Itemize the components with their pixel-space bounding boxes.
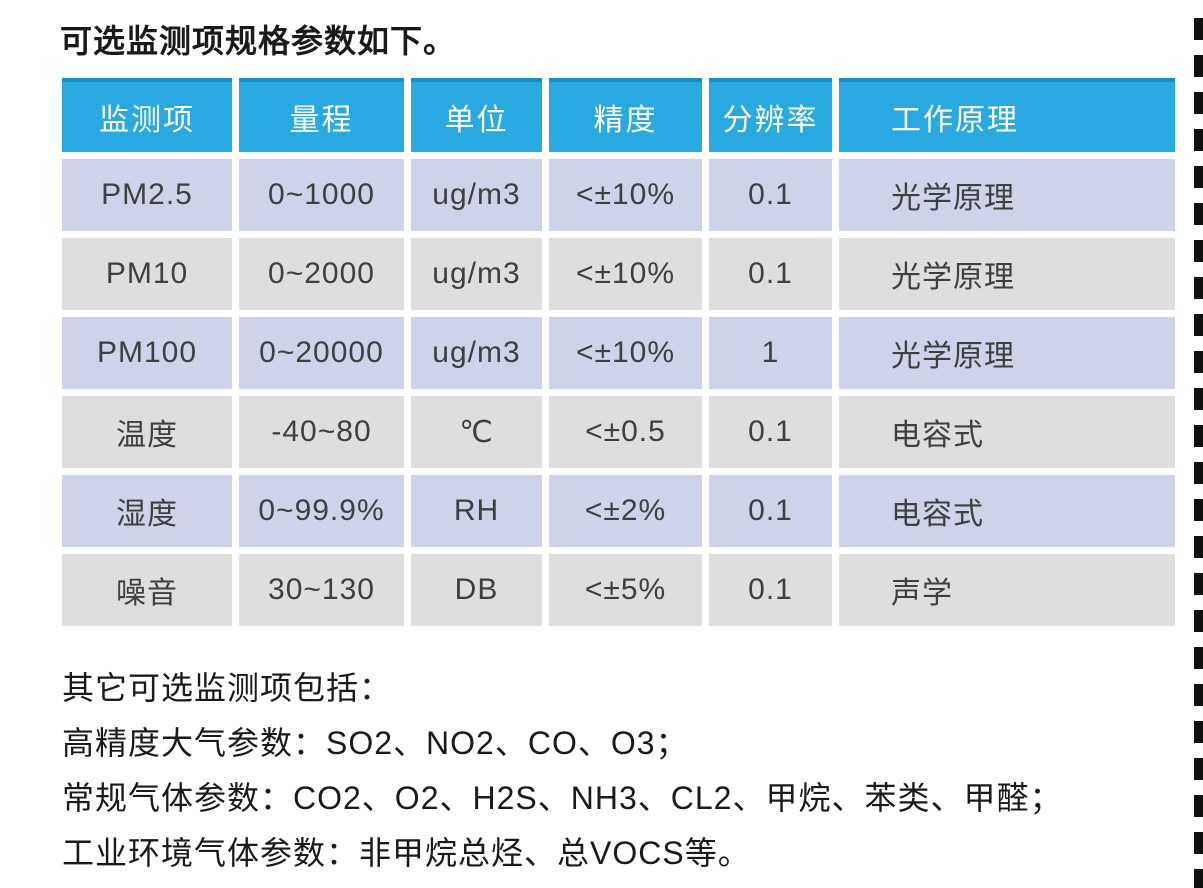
table-cell: 0~1000 [239,159,404,231]
page-title: 可选监测项规格参数如下。 [60,23,457,59]
table-row: PM10 0~2000 ug/m3 <±10% 0.1 光学原理 [62,238,1175,310]
notes-line: 高精度大气参数：SO2、NO2、CO、O3； [62,725,689,761]
table-cell: 0.1 [709,475,832,547]
table-cell: 0~20000 [239,317,404,389]
table-cell: 光学原理 [839,159,1175,231]
notes-section: 其它可选监测项包括： 高精度大气参数：SO2、NO2、CO、O3； 常规气体参数：… [62,661,1203,881]
table-cell: 声学 [839,554,1175,626]
table-cell: <±2% [549,475,702,547]
table-cell: 30~130 [239,554,404,626]
notes-lines: 高精度大气参数：SO2、NO2、CO、O3； 常规气体参数：CO2、O2、H2S、… [62,716,1203,881]
table-row: 噪音 30~130 DB <±5% 0.1 声学 [62,554,1175,626]
table-cell: PM10 [62,238,232,310]
table-cell: <±10% [549,317,702,389]
column-header: 精度 [549,78,702,152]
table-cell: <±10% [549,159,702,231]
spec-table-body: PM2.5 0~1000 ug/m3 <±10% 0.1 光学原理 PM10 0~2000 ug… [62,159,1175,626]
table-cell: ug/m3 [411,317,542,389]
table-cell: DB [411,554,542,626]
table-cell: 光学原理 [839,317,1175,389]
column-header: 工作原理 [839,78,1175,152]
notes-line: 常规气体参数：CO2、O2、H2S、NH3、CL2、甲烷、苯类、甲醛； [62,780,1063,816]
table-cell: <±5% [549,554,702,626]
table-cell: <±10% [549,238,702,310]
table-cell: <±0.5 [549,396,702,468]
table-cell: 电容式 [839,396,1175,468]
table-cell: 光学原理 [839,238,1175,310]
table-cell: -40~80 [239,396,404,468]
column-header: 单位 [411,78,542,152]
table-cell: 0~2000 [239,238,404,310]
table-cell: 温度 [62,396,232,468]
table-cell: RH [411,475,542,547]
table-cell: 0.1 [709,396,832,468]
table-cell: 0.1 [709,238,832,310]
table-cell: ℃ [411,396,542,468]
notes-line: 工业环境气体参数：非甲烷总烃、总VOCS等。 [62,835,751,871]
table-cell: 0~99.9% [239,475,404,547]
table-cell: ug/m3 [411,159,542,231]
notes-intro: 其它可选监测项包括： [62,670,393,706]
table-row: PM100 0~20000 ug/m3 <±10% 1 光学原理 [62,317,1175,389]
table-header-row: 监测项 量程 单位 精度 分辨率 工作原理 [62,78,1175,152]
table-row: PM2.5 0~1000 ug/m3 <±10% 0.1 光学原理 [62,159,1175,231]
column-header: 分辨率 [709,78,832,152]
column-header: 监测项 [62,78,232,152]
column-header: 量程 [239,78,404,152]
table-cell: 1 [709,317,832,389]
table-cell: PM100 [62,317,232,389]
table-cell: ug/m3 [411,238,542,310]
table-cell: 电容式 [839,475,1175,547]
table-row: 湿度 0~99.9% RH <±2% 0.1 电容式 [62,475,1175,547]
table-cell: 湿度 [62,475,232,547]
page-edge-dashed-border [1194,18,1203,888]
table-cell: 0.1 [709,159,832,231]
spec-table: 监测项 量程 单位 精度 分辨率 工作原理 PM2.5 0~1000 ug/m3 <±10% 0.… [55,71,1182,633]
table-cell: 噪音 [62,554,232,626]
table-cell: PM2.5 [62,159,232,231]
table-row: 温度 -40~80 ℃ <±0.5 0.1 电容式 [62,396,1175,468]
table-cell: 0.1 [709,554,832,626]
